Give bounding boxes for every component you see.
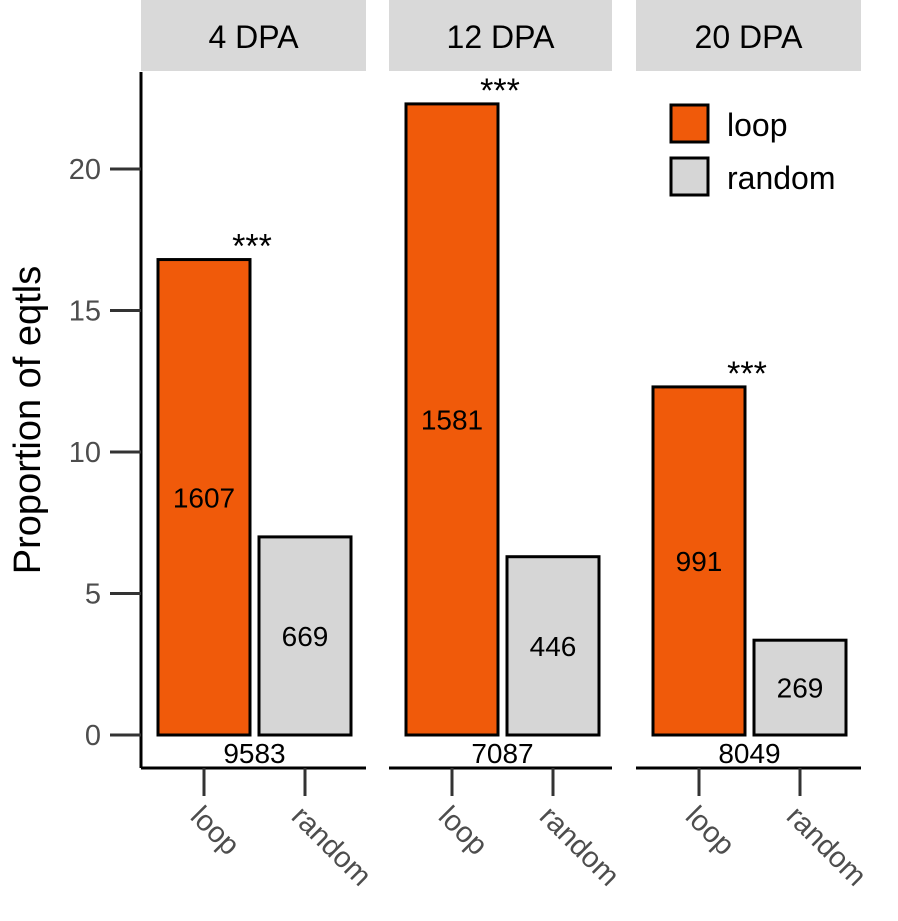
- bar-count-label: 269: [777, 673, 824, 704]
- bar-count-label: 1581: [421, 404, 483, 435]
- y-tick-label: 20: [69, 154, 101, 186]
- y-axis-title: Proportion of eqtls: [7, 266, 49, 574]
- total-count-label: 9583: [223, 738, 285, 769]
- y-tick-label: 15: [69, 296, 101, 328]
- x-tick-label: random: [533, 800, 625, 892]
- significance-label: ***: [727, 355, 767, 393]
- y-tick-label: 0: [85, 720, 101, 752]
- total-count-label: 8049: [718, 738, 780, 769]
- x-tick-label: loop: [184, 800, 245, 861]
- facet-strip: [636, 0, 861, 71]
- significance-label: ***: [232, 228, 272, 266]
- legend-label: loop: [727, 107, 788, 143]
- x-tick-label: loop: [679, 800, 740, 861]
- significance-label: ***: [480, 72, 520, 110]
- bar-loop: [404, 102, 500, 737]
- y-tick-label: 10: [69, 437, 101, 469]
- facet-title: 4 DPA: [208, 19, 299, 55]
- bar-count-label: 991: [676, 546, 723, 577]
- bar-count-label: 446: [530, 631, 577, 662]
- facet-strip: [141, 0, 366, 71]
- facet-panels: 4 DPA 1607 loop 669 random *** 9583 12 DPA 1581 l…: [141, 0, 872, 892]
- facet-strip: [389, 0, 612, 71]
- legend-label: random: [727, 160, 836, 196]
- x-tick-label: loop: [432, 800, 493, 861]
- x-tick-label: random: [780, 800, 872, 892]
- legend-swatch-random: [669, 156, 710, 197]
- y-tick-label: 5: [85, 579, 101, 611]
- total-count-label: 7087: [471, 738, 533, 769]
- bar-loop: [156, 258, 252, 737]
- bar-random: [257, 535, 353, 737]
- legend-swatch-loop: [669, 103, 710, 144]
- facet-panel: 12 DPA 1581 loop 446 random *** 7087: [389, 0, 625, 892]
- x-tick-label: random: [285, 800, 377, 892]
- bar-loop: [651, 385, 747, 737]
- facet-title: 20 DPA: [695, 19, 804, 55]
- facet-title: 12 DPA: [447, 19, 556, 55]
- bar-random: [752, 638, 848, 737]
- bar-count-label: 669: [282, 621, 329, 652]
- legend: loop random: [669, 103, 836, 197]
- bar-random: [505, 555, 601, 737]
- facet-panel: 4 DPA 1607 loop 669 random *** 9583: [141, 0, 377, 892]
- bar-count-label: 1607: [173, 482, 235, 513]
